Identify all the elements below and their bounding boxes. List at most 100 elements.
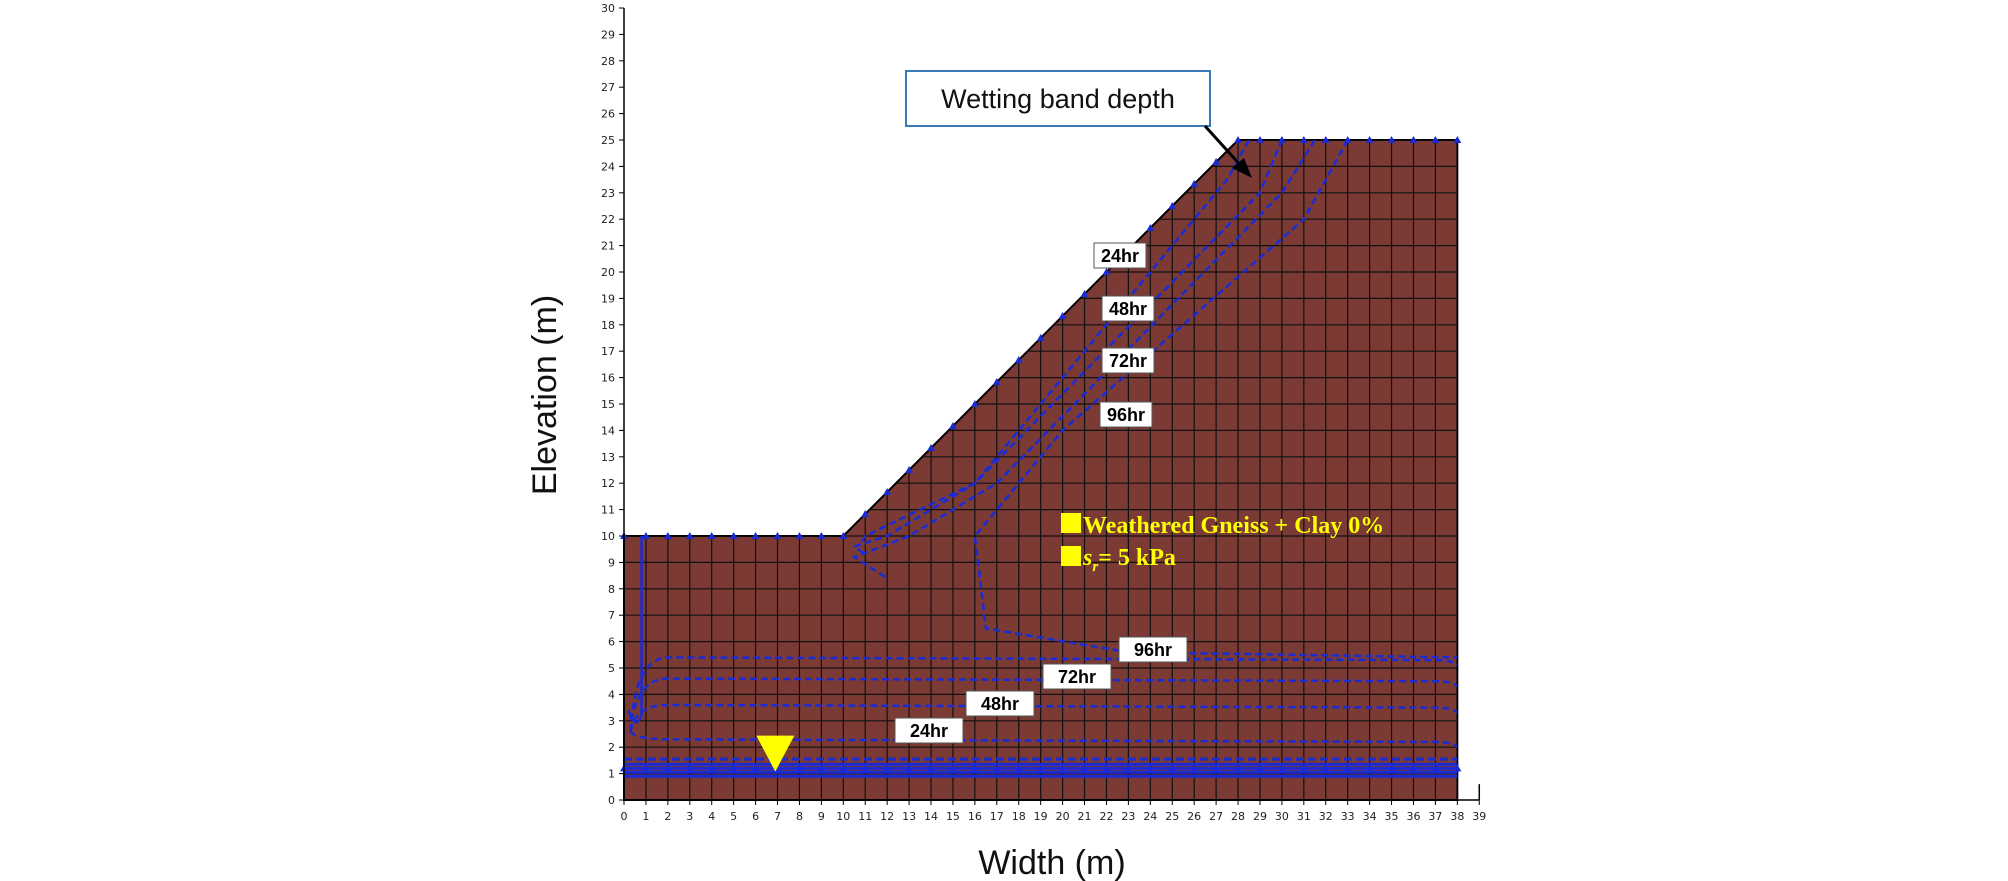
y-tick-label: 14 <box>601 424 615 437</box>
x-tick-label: 2 <box>664 810 671 823</box>
y-tick-label: 6 <box>608 636 615 649</box>
contour-label: 72hr <box>1042 663 1112 690</box>
boundary-node <box>1387 136 1396 143</box>
water-table-icon <box>756 735 795 772</box>
boundary-node <box>1168 764 1177 772</box>
contour-base-48hr <box>629 703 1458 732</box>
boundary-node <box>1409 764 1418 772</box>
boundary-node <box>1146 224 1155 231</box>
x-tick-label: 6 <box>752 810 759 823</box>
x-tick-label: 38 <box>1450 810 1464 823</box>
x-tick-label: 24 <box>1143 810 1157 823</box>
contour-base-24hr <box>629 730 1458 749</box>
callout-box <box>905 70 1211 127</box>
contour-label: 24hr <box>1093 242 1147 269</box>
contour-left-edge <box>627 536 643 724</box>
y-tick-label: 19 <box>601 292 615 305</box>
contour-label: 72hr <box>1101 347 1155 374</box>
contour-slope-48hr <box>851 140 1284 556</box>
x-tick-label: 27 <box>1209 810 1223 823</box>
contour-label-box <box>1101 347 1155 374</box>
contour-label-text: 48hr <box>981 694 1019 714</box>
y-tick-label: 25 <box>601 134 615 147</box>
y-tick-label: 3 <box>608 715 615 728</box>
y-tick-label: 30 <box>601 2 615 15</box>
boundary-node <box>663 532 672 539</box>
contour-label-box <box>1099 401 1153 428</box>
contour-label: 96hr <box>1099 401 1153 428</box>
boundary-node <box>905 466 914 473</box>
boundary-node <box>663 764 672 772</box>
boundary-node <box>1299 136 1308 143</box>
strength-value: = 5 kPa <box>1098 545 1176 571</box>
x-tick-label: 14 <box>924 810 938 823</box>
boundary-node <box>1080 764 1089 772</box>
x-tick-label: 19 <box>1034 810 1048 823</box>
contour-label-box <box>1101 295 1155 322</box>
x-tick-label: 23 <box>1121 810 1135 823</box>
x-tick-label: 3 <box>686 810 693 823</box>
callout: Wetting band depth <box>905 70 1252 178</box>
y-tick-label: 24 <box>601 160 615 173</box>
boundary-node <box>1168 202 1177 209</box>
boundary-node <box>1321 764 1330 772</box>
callout-arrow <box>1203 124 1245 170</box>
y-tick-label: 29 <box>601 28 615 41</box>
boundary-node <box>992 378 1001 385</box>
boundary-node <box>1234 764 1243 772</box>
x-tick-label: 21 <box>1078 810 1092 823</box>
y-tick-label: 17 <box>601 345 615 358</box>
boundary-node <box>948 422 957 429</box>
x-tick-label: 35 <box>1385 810 1399 823</box>
boundary-node <box>1102 268 1111 275</box>
boundary-node <box>817 764 826 772</box>
boundary-node <box>751 532 760 539</box>
x-tick-label: 10 <box>836 810 850 823</box>
legend-marker <box>1061 513 1081 533</box>
boundary-node <box>751 764 760 772</box>
boundary-node <box>641 532 650 539</box>
contour-label: 48hr <box>965 690 1035 717</box>
boundary-node <box>1014 356 1023 363</box>
y-tick-label: 7 <box>608 609 615 622</box>
boundary-node <box>1365 764 1374 772</box>
boundary-node <box>795 532 804 539</box>
boundary-node <box>707 764 716 772</box>
boundary-node <box>883 488 892 495</box>
boundary-node <box>861 764 870 772</box>
boundary-node <box>1321 136 1330 143</box>
contour-label-text: 24hr <box>910 721 948 741</box>
contour-slope-72hr <box>851 140 1316 580</box>
y-tick-label: 27 <box>601 81 615 94</box>
contour-labels: 24hr 48hr 72hr 96hr 24hr 48hr 72hr 96hr <box>894 242 1188 744</box>
contour-label-text: 24hr <box>1101 246 1139 266</box>
boundary-node <box>1431 764 1440 772</box>
y-tick-label: 5 <box>608 662 615 675</box>
y-tick-label: 26 <box>601 108 615 121</box>
boundary-node <box>1409 136 1418 143</box>
x-tick-label: 26 <box>1187 810 1201 823</box>
boundary-node <box>1190 180 1199 187</box>
y-tick-label: 1 <box>608 768 615 781</box>
boundary-node <box>1212 158 1221 165</box>
boundary-node <box>861 510 870 517</box>
boundary-node <box>685 532 694 539</box>
boundary-node <box>729 532 738 539</box>
y-tick-label: 15 <box>601 398 615 411</box>
callout-arrowhead <box>1232 158 1252 178</box>
contour-slope-24hr <box>859 140 1251 545</box>
boundary-node <box>1036 334 1045 341</box>
boundary-node <box>1255 764 1264 772</box>
boundary-node <box>883 764 892 772</box>
y-tick-label: 18 <box>601 319 615 332</box>
x-tick-label: 29 <box>1253 810 1267 823</box>
y-tick-label: 22 <box>601 213 615 226</box>
boundary-node <box>1387 764 1396 772</box>
contour-label-text: 72hr <box>1109 351 1147 371</box>
boundary-node <box>1146 764 1155 772</box>
boundary-node <box>817 532 826 539</box>
y-tick-label: 20 <box>601 266 615 279</box>
boundary-node <box>1255 136 1264 143</box>
boundary-node <box>1365 136 1374 143</box>
x-tick-label: 39 <box>1472 810 1486 823</box>
